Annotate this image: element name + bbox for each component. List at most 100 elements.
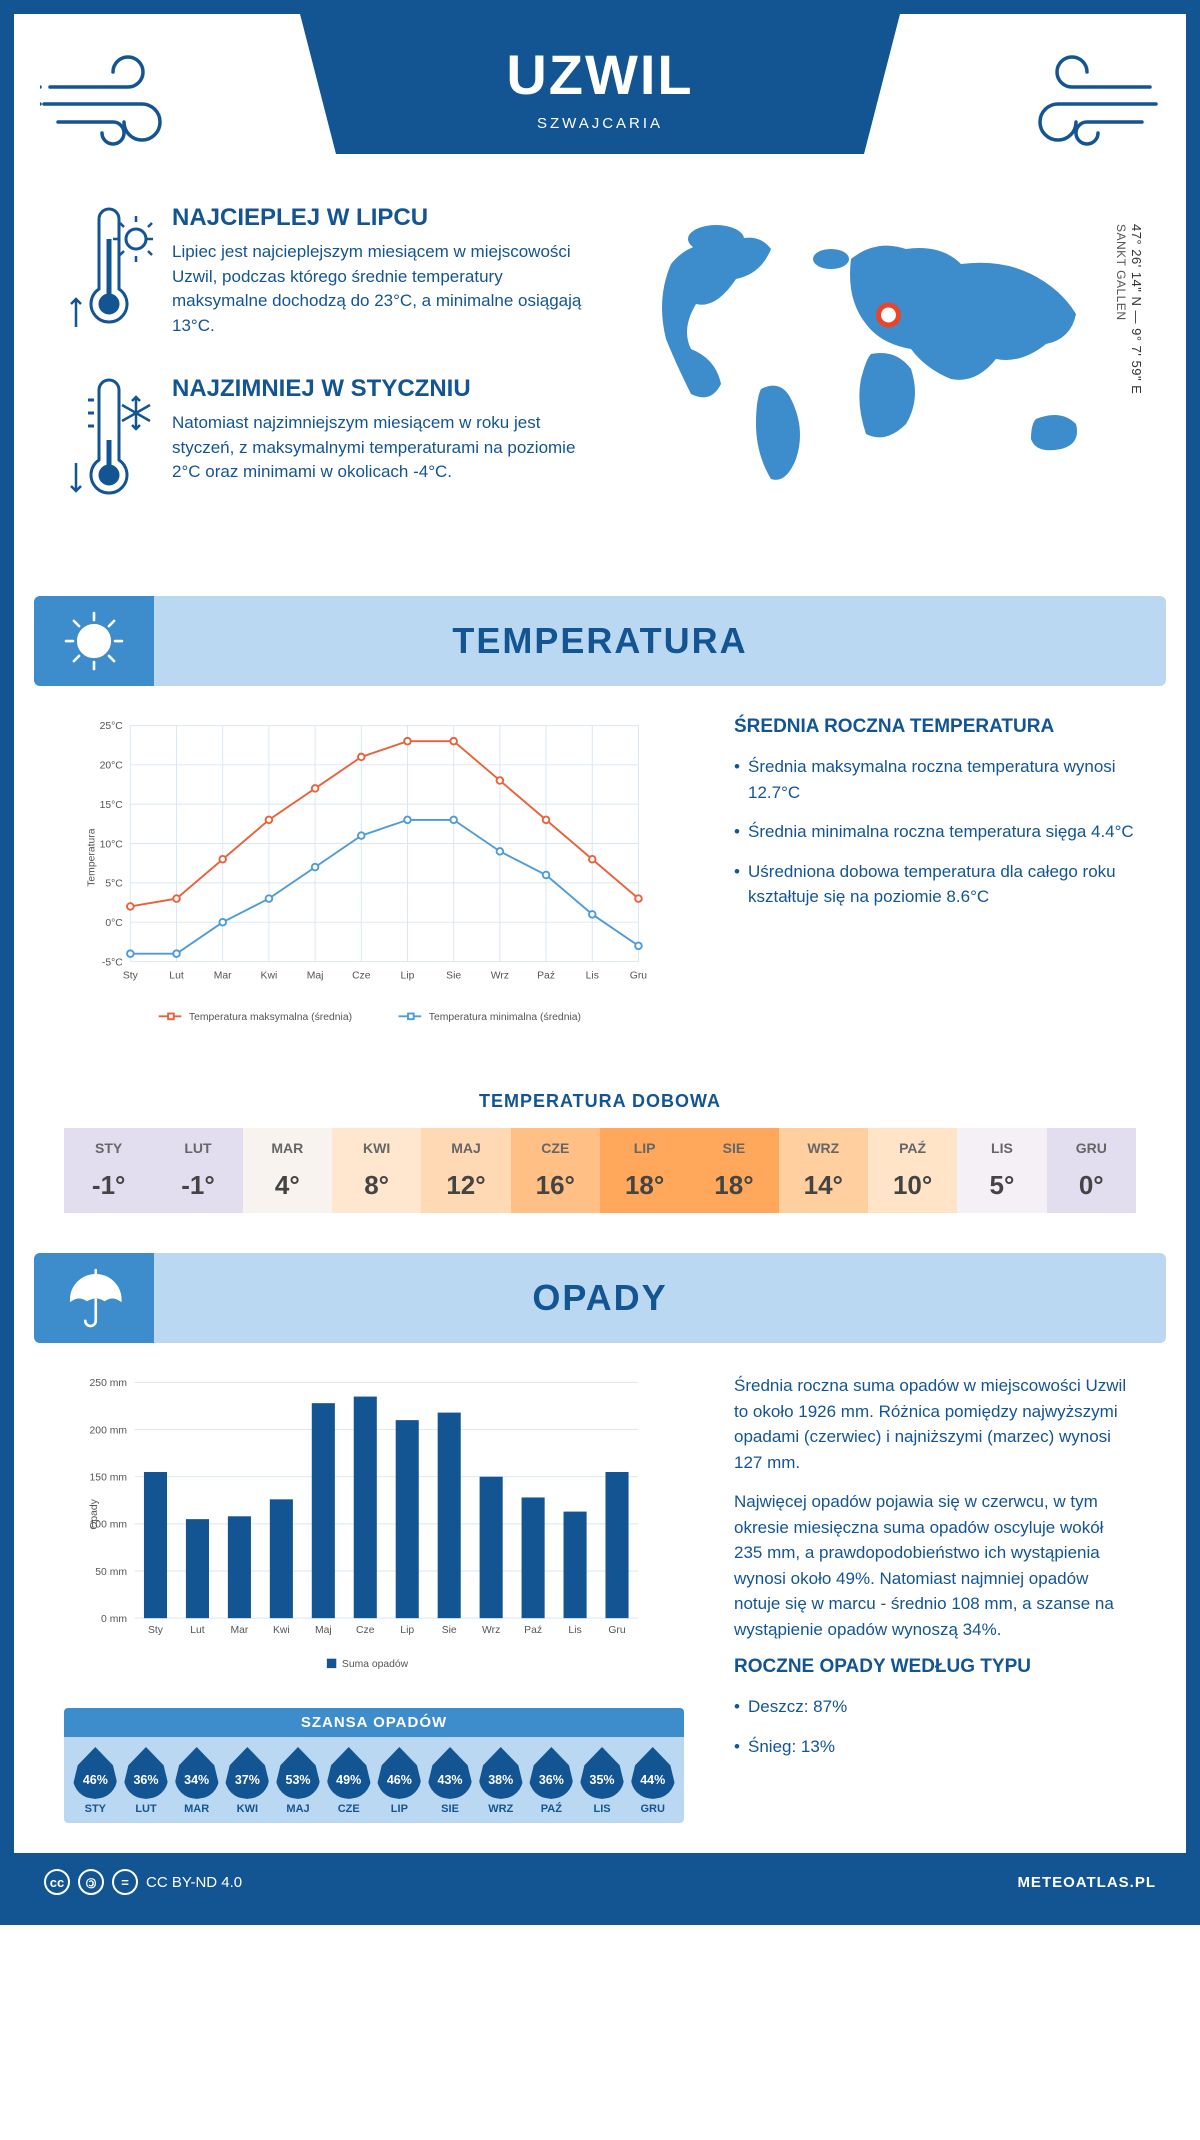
- svg-text:Mar: Mar: [230, 1625, 248, 1636]
- rain-chance-panel: SZANSA OPADÓW 46%STY36%LUT34%MAR37%KWI53…: [64, 1708, 684, 1823]
- svg-text:Lip: Lip: [401, 971, 415, 982]
- svg-text:Suma opadów: Suma opadów: [342, 1659, 409, 1670]
- footer: cc 🄯 = CC BY-ND 4.0 METEOATLAS.PL: [14, 1853, 1186, 1911]
- drop-cell: 44%GRU: [627, 1747, 678, 1815]
- svg-text:Lut: Lut: [190, 1625, 205, 1636]
- license-block: cc 🄯 = CC BY-ND 4.0: [44, 1869, 242, 1895]
- svg-text:Lis: Lis: [586, 971, 599, 982]
- daily-cell: WRZ 14°: [779, 1128, 868, 1213]
- drop-icon: 36%: [124, 1747, 168, 1799]
- svg-text:20°C: 20°C: [100, 761, 124, 772]
- svg-text:Lis: Lis: [568, 1625, 581, 1636]
- thermometer-hot-icon: [64, 204, 154, 349]
- daily-month: MAJ: [421, 1140, 510, 1156]
- coords-label: 47° 26' 14" N — 9° 7' 59" E SANKT GALLEN: [1114, 224, 1144, 394]
- drop-icon: 49%: [327, 1747, 371, 1799]
- daily-month: LIP: [600, 1140, 689, 1156]
- drop-month: MAJ: [273, 1803, 324, 1815]
- daily-temp-title: TEMPERATURA DOBOWA: [14, 1091, 1186, 1112]
- brand-text: METEOATLAS.PL: [1017, 1874, 1156, 1891]
- region-value: SANKT GALLEN: [1114, 224, 1128, 320]
- svg-text:Paź: Paź: [537, 971, 555, 982]
- drop-cell: 49% CZE: [323, 1747, 374, 1815]
- svg-text:Temperatura: Temperatura: [86, 828, 97, 886]
- opady-summary: Średnia roczna suma opadów w miejscowośc…: [734, 1373, 1136, 1823]
- daily-value: -1°: [64, 1170, 153, 1201]
- drop-month: CZE: [323, 1803, 374, 1815]
- drop-month: LUT: [121, 1803, 172, 1815]
- drop-month: MAR: [171, 1803, 222, 1815]
- daily-value: 4°: [243, 1170, 332, 1201]
- city-title: UZWIL: [300, 42, 900, 107]
- drop-icon: 43%: [428, 1747, 472, 1799]
- daily-cell: KWI8°: [332, 1128, 421, 1213]
- daily-value: 16°: [511, 1170, 600, 1201]
- drop-icon: 46%: [73, 1747, 117, 1799]
- coords-value: 47° 26' 14" N — 9° 7' 59" E: [1129, 224, 1144, 394]
- svg-text:Paź: Paź: [524, 1625, 542, 1636]
- drop-month: SIE: [425, 1803, 476, 1815]
- daily-cell: SIE 18°: [689, 1128, 778, 1213]
- wind-icon-right: [1010, 42, 1160, 162]
- drop-cell: 36%PAŹ: [526, 1747, 577, 1815]
- drop-month: STY: [70, 1803, 121, 1815]
- daily-month: GRU: [1047, 1140, 1136, 1156]
- daily-value: 18°: [689, 1170, 778, 1201]
- daily-cell: STY-1°: [64, 1128, 153, 1213]
- svg-text:Cze: Cze: [352, 971, 371, 982]
- drop-icon: 35%: [580, 1747, 624, 1799]
- svg-text:-5°C: -5°C: [102, 957, 123, 968]
- sun-tab-icon: [34, 596, 154, 686]
- svg-text:Lut: Lut: [169, 971, 184, 982]
- drop-cell: 38% WRZ: [475, 1747, 526, 1815]
- drop-icon: 46%: [377, 1747, 421, 1799]
- svg-text:Lip: Lip: [400, 1625, 414, 1636]
- daily-value: 5°: [957, 1170, 1046, 1201]
- thermometer-cold-icon: [64, 375, 154, 520]
- daily-month: SIE: [689, 1140, 778, 1156]
- daily-value: 14°: [779, 1170, 868, 1201]
- drop-cell: 36% LUT: [121, 1747, 172, 1815]
- drop-icon: 34%: [175, 1747, 219, 1799]
- daily-cell: LUT-1°: [153, 1128, 242, 1213]
- svg-text:5°C: 5°C: [105, 879, 123, 890]
- svg-text:Gru: Gru: [630, 971, 648, 982]
- wind-icon-left: [40, 42, 190, 162]
- svg-text:Maj: Maj: [315, 1625, 332, 1636]
- drop-icon: 44%: [631, 1747, 675, 1799]
- daily-month: LUT: [153, 1140, 242, 1156]
- daily-cell: MAR 4°: [243, 1128, 332, 1213]
- drop-cell: 46% STY: [70, 1747, 121, 1815]
- header: UZWIL SZWAJCARIA: [14, 14, 1186, 184]
- opady-section-title: OPADY: [532, 1277, 667, 1319]
- license-text: CC BY-ND 4.0: [146, 1874, 242, 1891]
- temp-bullet: Średnia minimalna roczna temperatura się…: [734, 819, 1136, 845]
- daily-temp-table: STY-1°LUT-1°MAR4°KWI8°MAJ12°CZE16°LIP18°…: [64, 1128, 1136, 1213]
- svg-text:Sie: Sie: [442, 1625, 457, 1636]
- drop-icon: 36%: [529, 1747, 573, 1799]
- svg-text:Sty: Sty: [148, 1625, 164, 1636]
- opady-para2: Najwięcej opadów pojawia się w czerwcu, …: [734, 1489, 1136, 1642]
- drop-icon: 38%: [479, 1747, 523, 1799]
- svg-text:250 mm: 250 mm: [90, 1378, 127, 1389]
- svg-text:Temperatura maksymalna (średni: Temperatura maksymalna (średnia): [189, 1012, 352, 1023]
- daily-month: MAR: [243, 1140, 332, 1156]
- daily-value: 8°: [332, 1170, 421, 1201]
- nd-icon: =: [112, 1869, 138, 1895]
- cold-title: NAJZIMNIEJ W STYCZNIU: [172, 375, 592, 403]
- temp-summary: ŚREDNIA ROCZNA TEMPERATURA Średnia maksy…: [734, 716, 1136, 1061]
- svg-text:Wrz: Wrz: [482, 1625, 500, 1636]
- drop-cell: 53%MAJ: [273, 1747, 324, 1815]
- drop-month: WRZ: [475, 1803, 526, 1815]
- opady-para1: Średnia roczna suma opadów w miejscowośc…: [734, 1373, 1136, 1475]
- svg-text:Wrz: Wrz: [491, 971, 509, 982]
- svg-text:Kwi: Kwi: [261, 971, 278, 982]
- daily-month: WRZ: [779, 1140, 868, 1156]
- daily-month: LIS: [957, 1140, 1046, 1156]
- svg-text:0°C: 0°C: [105, 918, 123, 929]
- hot-block: NAJCIEPLEJ W LIPCU Lipiec jest najcieple…: [64, 204, 606, 349]
- intro-row: NAJCIEPLEJ W LIPCU Lipiec jest najcieple…: [14, 184, 1186, 576]
- svg-text:Cze: Cze: [356, 1625, 375, 1636]
- drop-cell: 43% SIE: [425, 1747, 476, 1815]
- daily-value: 18°: [600, 1170, 689, 1201]
